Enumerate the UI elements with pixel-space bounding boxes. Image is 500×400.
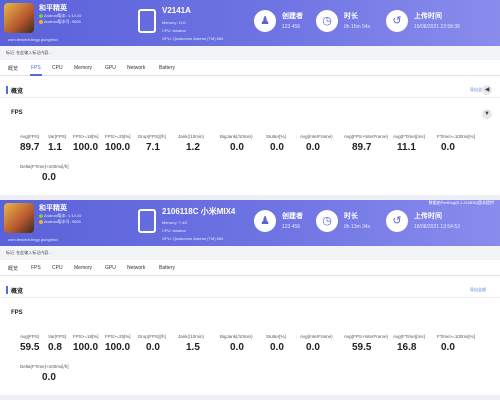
stat-label: 上传时间 <box>414 213 442 220</box>
device-memory: Memory: 7.4G <box>162 220 188 225</box>
package-name: com.tencent.tmgp.pubgmhd <box>8 37 58 42</box>
overview-section: 概览 导出全部 ◀ <box>0 82 500 98</box>
stat-value: 19/08/2021 22:58:38 <box>414 24 460 30</box>
stat-value: 123 456 <box>282 24 301 30</box>
tab-fps[interactable]: FPS <box>31 65 41 71</box>
section-marker <box>6 86 8 94</box>
tab-cpu[interactable]: CPU <box>52 65 63 71</box>
device-info: 2106118C 小米MIX4 Memory: 7.4G CPU: lahain… <box>138 204 246 244</box>
android-version: Android版本: 1.14.10 <box>44 213 82 218</box>
stat-label: 创建者 <box>282 213 303 220</box>
android-code: Android版本号: 9600 <box>44 19 81 24</box>
tab-battery[interactable]: Battery <box>159 65 175 71</box>
tab-bar: 概览 FPS CPU Memory GPU Network Battery <box>0 262 500 276</box>
app-info: 和平精英 Android版本: 1.14.10 Android版本号: 9600… <box>4 203 134 243</box>
fps-section: FPS Avg(FPS) 59.5 Var(FPS) 0.8 FPS>=18[%] 1… <box>11 310 475 383</box>
tag-input[interactable]: 标记: 在此输入标记内容... <box>0 46 500 60</box>
app-name: 和平精英 <box>39 205 67 212</box>
android-code: Android版本号: 9600 <box>44 219 81 224</box>
fps-section: FPS ▼ Avg(FPS) 89.7 Var(FPS) 1.1 FPS>=18[%… <box>0 106 500 196</box>
android-icon <box>39 213 43 218</box>
tab-network[interactable]: Network <box>127 65 146 71</box>
export-all-link[interactable]: 导出全部 <box>470 87 486 92</box>
tab-overview[interactable]: 概览 <box>8 66 19 72</box>
tab-bar: 概览 FPS CPU Memory GPU Network Battery <box>0 62 500 76</box>
collapse-icon[interactable]: ◀ <box>482 85 492 95</box>
device-gpu: GPU: Qualcomm Adreno (TM) 660 <box>162 236 224 241</box>
tab-network[interactable]: Network <box>127 265 146 271</box>
tab-battery[interactable]: Battery <box>159 265 175 271</box>
device-cpu: CPU: lahaina <box>162 28 186 33</box>
stat-label: 时长 <box>344 13 358 20</box>
android-version: Android版本: 1.14.10 <box>44 13 82 18</box>
user-icon: ♟ <box>254 10 276 32</box>
stat-value: 123 456 <box>282 224 301 230</box>
device-cpu: CPU: lahaina <box>162 228 186 233</box>
tag-input[interactable]: 标记: 在此输入标记内容... <box>0 246 500 260</box>
device-memory: Memory: 11G <box>162 20 186 25</box>
tab-memory[interactable]: Memory <box>74 265 93 271</box>
section-marker <box>6 286 8 294</box>
device-gpu: GPU: Qualcomm Adreno (TM) 660 <box>162 36 224 41</box>
tab-gpu[interactable]: GPU <box>105 265 116 271</box>
export-all-link[interactable]: 导出全部 <box>470 287 486 292</box>
app-name: 和平精英 <box>39 5 67 12</box>
fps-title: FPS <box>11 110 23 116</box>
report-header: 和平精英 Android版本: 1.14.10 Android版本号: 9600… <box>0 0 500 46</box>
stat-value: 0h 16m 54s <box>344 24 371 30</box>
device-name: 2106118C 小米MIX4 <box>162 207 236 216</box>
android-code-icon <box>39 19 43 24</box>
app-info: 和平精英 Android版本: 1.14.10 Android版本号: 9600… <box>4 3 134 43</box>
report-panel-2: 数据由PerfDog(5.1.210830)版本提供 和平精英 Android版… <box>0 200 500 395</box>
app-icon <box>4 203 34 233</box>
stat-value: 18/08/2021 13:54:53 <box>414 224 460 230</box>
device-name: V2141A <box>162 6 191 15</box>
app-icon <box>4 3 34 33</box>
overview-title: 概览 <box>11 289 24 295</box>
android-code-icon <box>39 219 43 224</box>
report-header: 数据由PerfDog(5.1.210830)版本提供 和平精英 Android版… <box>0 200 500 246</box>
device-info: V2141A Memory: 11G CPU: lahaina GPU: Qua… <box>138 4 246 44</box>
report-panel-1: 和平精英 Android版本: 1.14.10 Android版本号: 9600… <box>0 0 500 195</box>
tab-gpu[interactable]: GPU <box>105 65 116 71</box>
stat-label: 上传时间 <box>414 13 442 20</box>
tab-active-indicator <box>30 74 42 76</box>
clock-icon: ◷ <box>316 210 338 232</box>
stat-value: 0h 13m 34s <box>344 224 371 230</box>
phone-icon <box>138 209 156 233</box>
phone-icon <box>138 9 156 33</box>
tab-cpu[interactable]: CPU <box>52 265 63 271</box>
stat-label: 时长 <box>344 213 358 220</box>
clock-icon: ◷ <box>316 10 338 32</box>
user-icon: ♟ <box>254 210 276 232</box>
package-name: com.tencent.tmgp.pubgmhd <box>8 237 58 242</box>
tab-memory[interactable]: Memory <box>74 65 93 71</box>
generated-by-note: 数据由PerfDog(5.1.210830)版本提供 <box>428 200 494 205</box>
tab-fps[interactable]: FPS <box>31 265 41 271</box>
android-icon <box>39 13 43 18</box>
overview-title: 概览 <box>11 89 24 95</box>
collapse-icon[interactable]: ▼ <box>482 109 492 119</box>
stat-label: 创建者 <box>282 13 303 20</box>
overview-section: 概览 导出全部 <box>0 282 500 298</box>
fps-title: FPS <box>11 310 23 316</box>
tab-overview[interactable]: 概览 <box>8 266 19 272</box>
history-icon: ↺ <box>386 10 408 32</box>
history-icon: ↺ <box>386 210 408 232</box>
